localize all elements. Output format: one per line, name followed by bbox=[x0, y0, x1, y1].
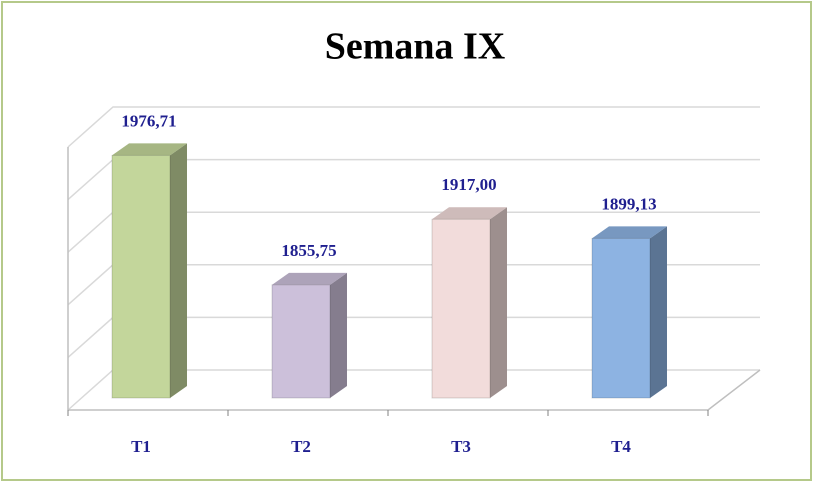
x-tick-label: T2 bbox=[291, 437, 311, 456]
bar-top-shade bbox=[272, 272, 347, 285]
bar-top-shade bbox=[112, 143, 187, 156]
bar-side-shade bbox=[490, 207, 507, 398]
data-label: 1855,75 bbox=[281, 241, 336, 260]
bar-side bbox=[490, 207, 507, 398]
data-label: 1899,13 bbox=[601, 194, 656, 213]
data-label: 1917,00 bbox=[441, 175, 496, 194]
grid-line bbox=[67, 106, 760, 148]
chart-title: Semana IX bbox=[325, 26, 506, 68]
bar-side bbox=[650, 226, 667, 398]
bar-side-shade bbox=[650, 226, 667, 398]
bar-side-shade bbox=[330, 272, 347, 398]
bar-side-shade bbox=[170, 143, 187, 398]
bar bbox=[431, 218, 491, 399]
bar-top bbox=[112, 143, 187, 156]
data-label: 1976,71 bbox=[121, 111, 176, 130]
bar-top-shade bbox=[432, 207, 507, 220]
bar-top bbox=[592, 226, 667, 239]
bar bbox=[111, 154, 171, 399]
x-tick-label: T3 bbox=[451, 437, 471, 456]
bar-top bbox=[432, 207, 507, 220]
bar-side bbox=[170, 143, 187, 398]
bar bbox=[271, 284, 331, 399]
bar-top-shade bbox=[592, 226, 667, 239]
bar-top bbox=[272, 272, 347, 285]
bar-side bbox=[330, 272, 347, 398]
x-tick-label: T1 bbox=[131, 437, 151, 456]
x-tick-label: T4 bbox=[611, 437, 631, 456]
bar bbox=[591, 237, 651, 399]
